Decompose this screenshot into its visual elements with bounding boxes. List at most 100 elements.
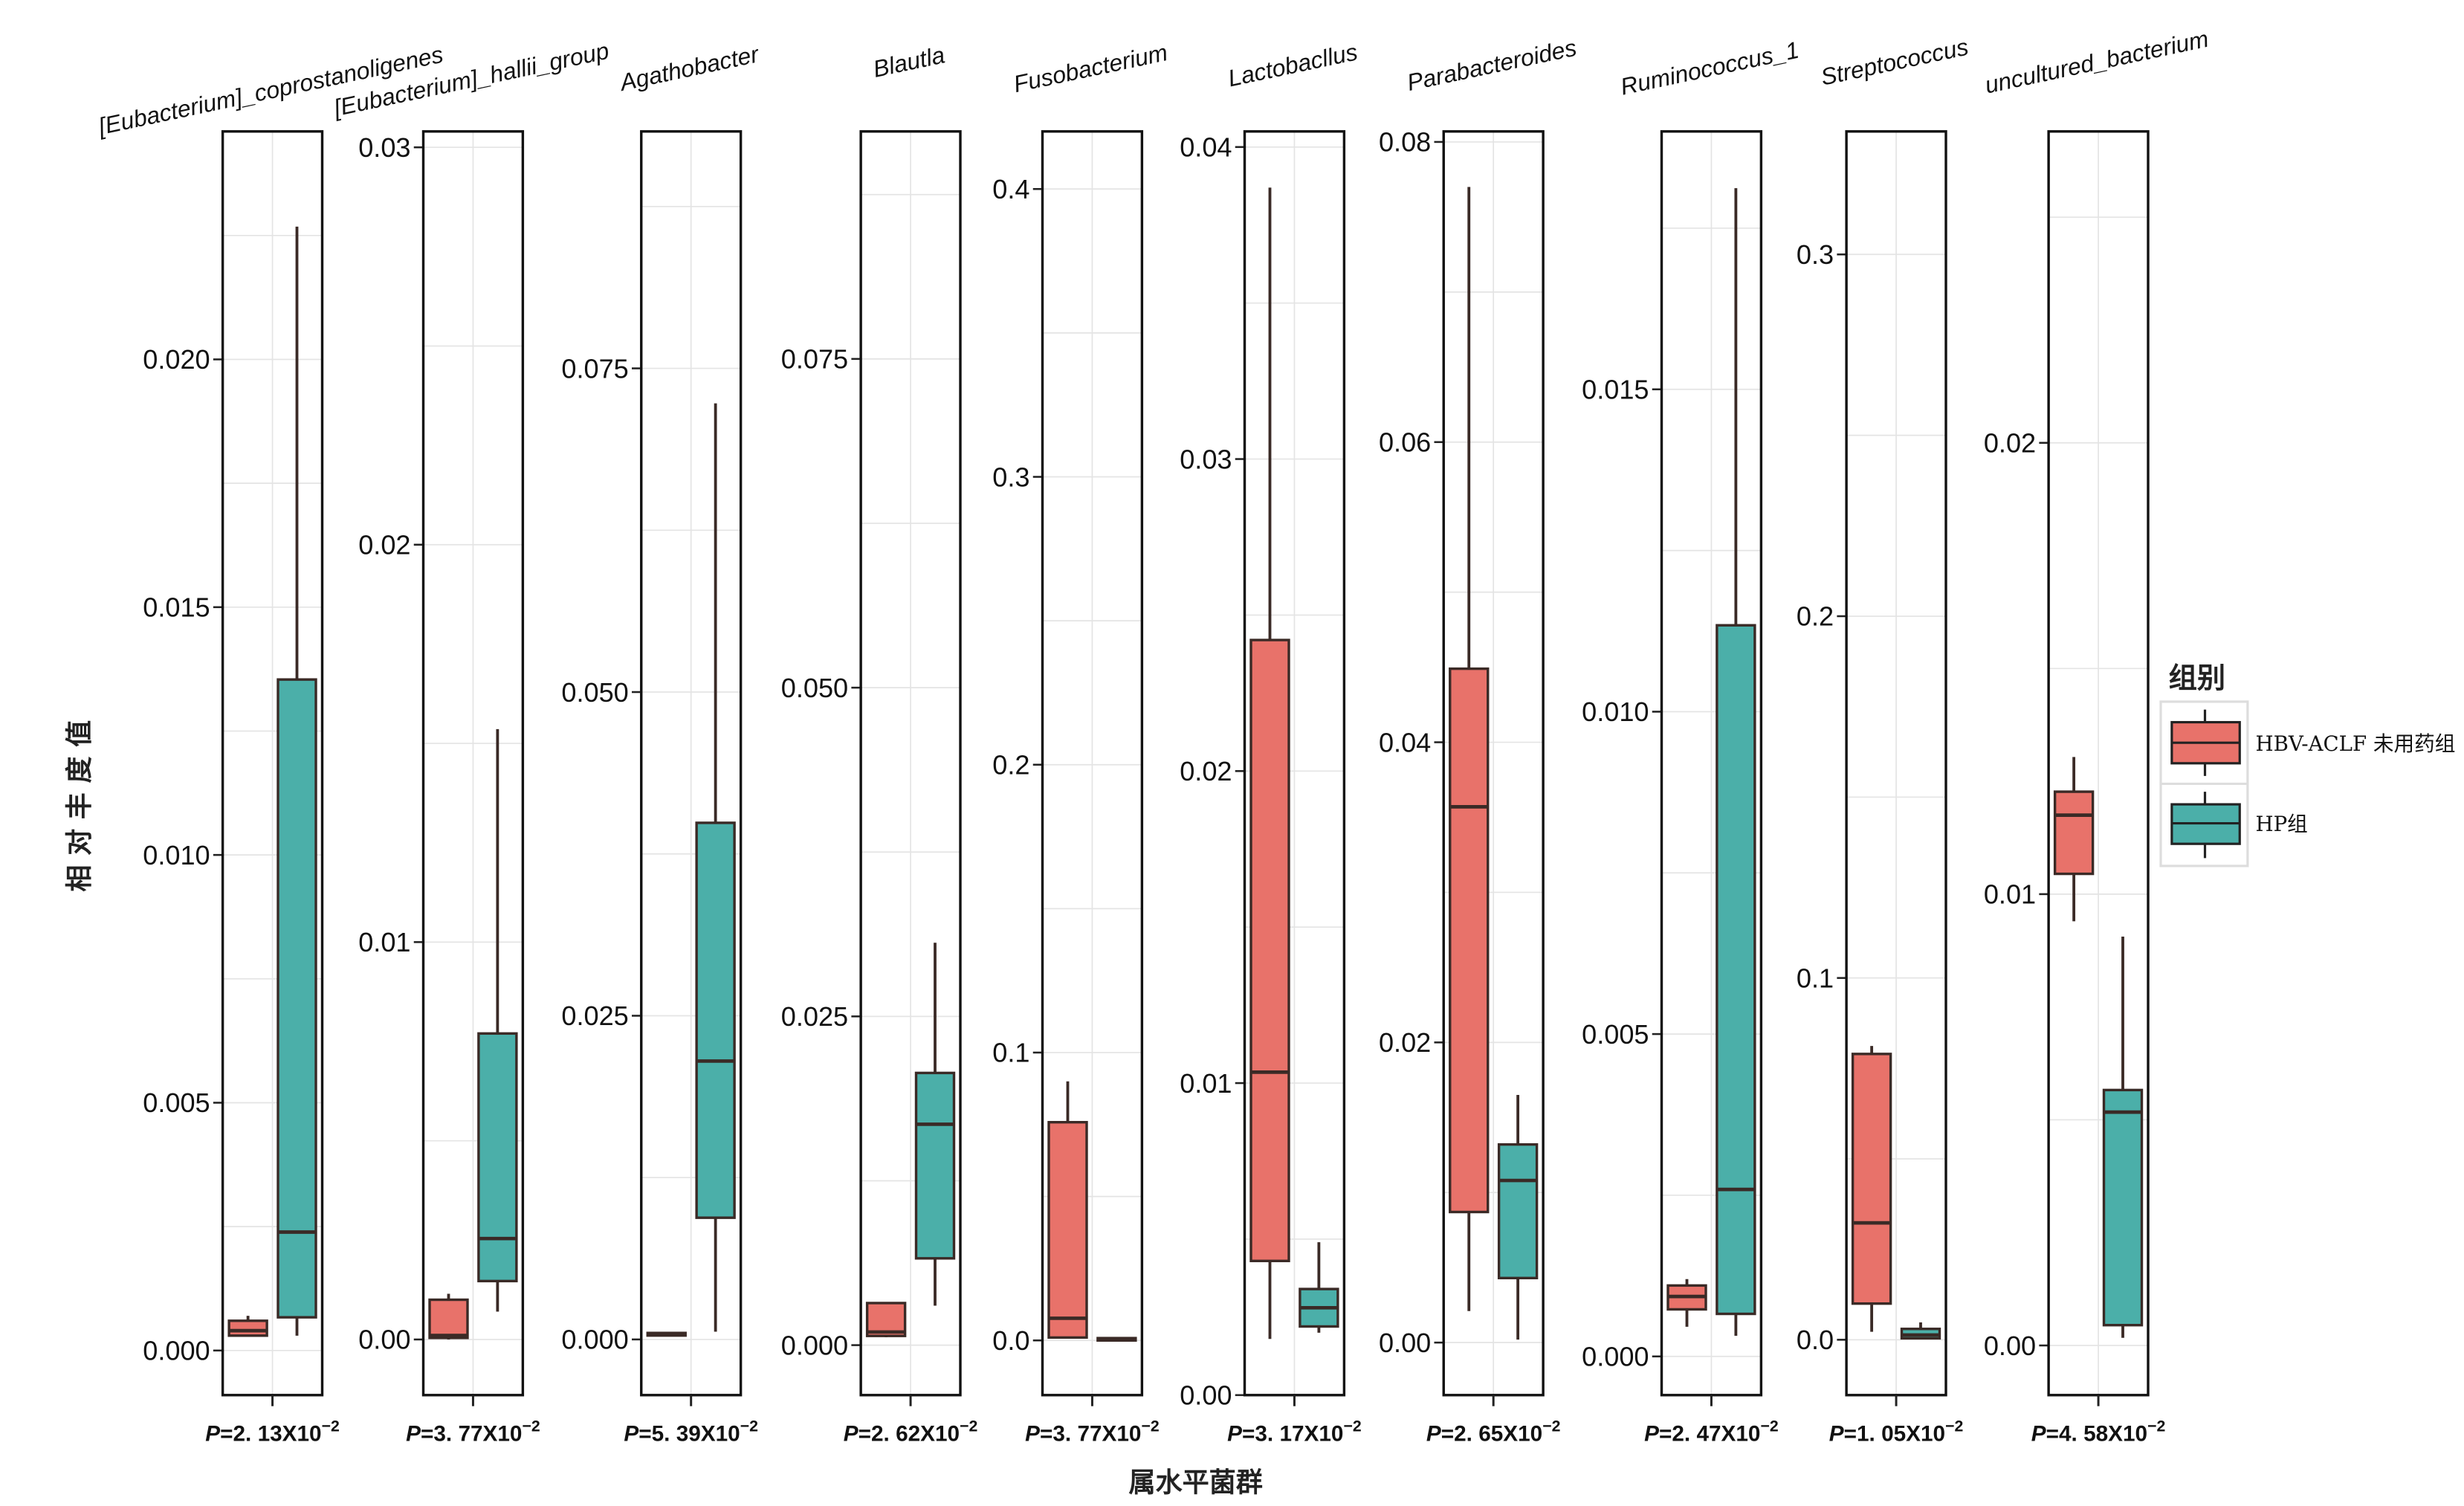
y-tick-label: 0.075 (561, 353, 628, 384)
facet-panel: 0.00 0.01 0.02 uncultured_bacterium P=4. 58X… (1982, 25, 2211, 1447)
box-hp (2102, 936, 2144, 1338)
y-tick-label: 0.02 (1379, 1027, 1431, 1058)
box-hbv-aclf (646, 1331, 687, 1337)
y-tick-label: 0.010 (1582, 697, 1649, 727)
y-tick-label: 0.01 (358, 927, 410, 957)
y-tick-label: 0.0 (992, 1325, 1029, 1356)
box-iqr (914, 1071, 956, 1260)
y-tick-label: 0.000 (781, 1330, 848, 1360)
facet-panel: 0.0 0.1 0.2 0.3 Streptococcus P=1. 05X10−2 (1797, 33, 1970, 1447)
box-hp (1497, 1095, 1539, 1340)
legend-label-hbv: HBV-ACLF 未用药组 (2256, 731, 2456, 756)
box-iqr (2053, 790, 2095, 876)
facet-panel: 0.000 0.025 0.050 0.075 Blautla P=2. 62X10−2 (781, 41, 978, 1446)
y-tick-label: 0.4 (992, 174, 1029, 204)
y-tick-label: 0.0 (1797, 1325, 1834, 1355)
box-hp (1900, 1322, 1941, 1340)
p-value-label: P=2. 13X10−2 (205, 1418, 340, 1447)
legend-title: 组别 (2169, 662, 2226, 695)
y-tick-label: 0.000 (143, 1336, 210, 1366)
y-tick-label: 0.005 (143, 1088, 210, 1118)
box-iqr (1851, 1053, 1892, 1305)
box-hp (1299, 1242, 1339, 1333)
box-iqr (1449, 667, 1490, 1214)
p-value-label: P=3. 77X10−2 (406, 1418, 540, 1447)
box-iqr (1047, 1121, 1088, 1339)
y-tick-label: 0.00 (1180, 1380, 1232, 1411)
y-tick-label: 0.025 (781, 1001, 848, 1032)
y-tick-label: 0.04 (1379, 727, 1431, 757)
p-value-label: P=2. 65X10−2 (1426, 1418, 1561, 1447)
box-hp (914, 943, 956, 1306)
box-hbv-aclf (227, 1316, 268, 1337)
y-axis-title: 相 对 丰 度 值 (63, 720, 95, 892)
box-hbv-aclf (1249, 187, 1290, 1339)
facet-panel: 0.000 0.025 0.050 0.075 Agathobacter P=5. 39X… (561, 40, 762, 1446)
box-hp (695, 403, 736, 1332)
y-tick-label: 0.00 (358, 1325, 410, 1355)
y-tick-label: 0.02 (358, 530, 410, 560)
box-iqr (227, 1319, 268, 1337)
y-tick-label: 0.03 (1180, 444, 1232, 474)
y-tick-label: 0.06 (1379, 427, 1431, 457)
box-hp (277, 226, 317, 1336)
box-hbv-aclf (865, 1302, 907, 1337)
y-tick-label: 0.3 (992, 462, 1029, 492)
facet-panel: 0.000.010.020.03[Eubacterium]_hallii_gro… (331, 37, 611, 1447)
y-tick-label: 0.010 (143, 840, 210, 870)
y-tick-label: 0.1 (992, 1038, 1029, 1068)
y-tick-label: 0.050 (781, 673, 848, 703)
y-tick-label: 0.050 (561, 677, 628, 708)
y-tick-label: 0.2 (1797, 601, 1834, 632)
y-tick-label: 0.02 (1180, 756, 1232, 786)
facet-panel: 0.00 0.01 0.02 0.03 0.04 Lactobacllus P=3. 17X… (1180, 38, 1362, 1446)
y-tick-label: 0.01 (1180, 1068, 1232, 1099)
legend-key-hbv (2170, 709, 2241, 776)
y-tick-label: 0.075 (781, 344, 848, 375)
y-tick-label: 0.3 (1797, 239, 1834, 270)
facet-panel: 0.0 0.1 0.2 0.3 0.4 Fusobacterium P=3. 77X10−2 (992, 39, 1170, 1446)
y-tick-label: 0.08 (1379, 127, 1431, 158)
facet-label: Agathobacter (616, 40, 762, 96)
box-iqr (1497, 1143, 1539, 1280)
legend: 组别 HBV-ACLF 未用药组 HP组 (2159, 662, 2456, 867)
y-tick-label: 0.000 (561, 1325, 628, 1355)
box-hbv-aclf (428, 1293, 469, 1339)
facet-panel: 0.00 0.02 0.04 0.06 0.08 Parabacteroides P=2. … (1379, 34, 1579, 1447)
facet-label: Streptococcus (1818, 33, 1970, 91)
p-value-label: P=1. 05X10−2 (1829, 1418, 1964, 1447)
box-hbv-aclf (1666, 1279, 1707, 1327)
p-value-label: P=3. 17X10−2 (1227, 1418, 1362, 1447)
y-tick-label: 0.015 (143, 592, 210, 623)
y-tick-label: 0.01 (1984, 879, 2036, 910)
box-iqr (695, 821, 736, 1219)
box-hbv-aclf (1851, 1046, 1892, 1332)
y-tick-label: 0.02 (1984, 427, 2036, 458)
y-tick-label: 0.04 (1180, 132, 1232, 163)
box-iqr (428, 1298, 469, 1339)
legend-label-hp: HP组 (2256, 812, 2308, 836)
box-iqr (477, 1032, 518, 1283)
p-value-label: P=2. 47X10−2 (1644, 1418, 1779, 1447)
y-tick-label: 0.025 (561, 1001, 628, 1031)
facet-panel: 0.000 0.005 0.010 0.015 Ruminococcus_1 P=2. 4… (1582, 36, 1801, 1447)
p-value-label: P=5. 39X10−2 (624, 1418, 758, 1447)
y-tick-label: 0.2 (992, 749, 1029, 780)
legend-key-hp (2170, 792, 2241, 859)
p-value-label: P=4. 58X10−2 (2031, 1418, 2166, 1447)
facet-panel: 0.0000.0050.0100.0150.020[Eubacterium]_c… (95, 41, 445, 1447)
y-tick-label: 0.015 (1582, 375, 1649, 405)
y-tick-label: 0.00 (1379, 1328, 1431, 1358)
y-tick-label: 0.005 (1582, 1019, 1649, 1050)
facet-label: Blautla (870, 41, 947, 82)
x-axis-title: 属水平菌群 (1128, 1466, 1263, 1498)
box-iqr (2102, 1088, 2144, 1327)
y-tick-label: 0.020 (143, 344, 210, 375)
y-tick-label: 0.1 (1797, 963, 1834, 993)
facet-label: uncultured_bacterium (1982, 25, 2211, 99)
facet-label: Parabacteroides (1405, 34, 1579, 96)
box-hp (1096, 1337, 1137, 1342)
y-tick-label: 0.00 (1984, 1331, 2036, 1361)
box-iqr (1716, 624, 1756, 1316)
